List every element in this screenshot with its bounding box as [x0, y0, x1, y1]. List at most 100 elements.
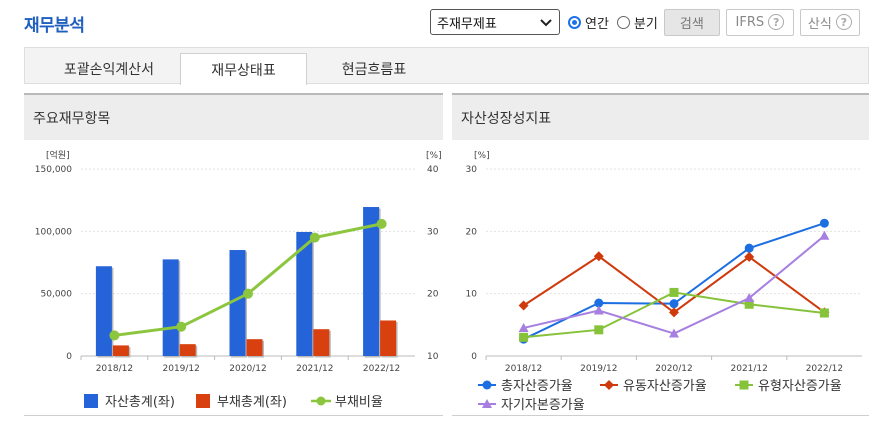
tab-balance-sheet[interactable]: 재무상태표	[180, 53, 307, 85]
legend-label: 자산총계(좌)	[105, 395, 175, 410]
y-tick: 20	[466, 227, 478, 237]
series-line	[523, 234, 826, 335]
point	[744, 293, 755, 303]
asset-growth-title: 자산성장성지표	[452, 95, 869, 140]
help-icon: ?	[835, 14, 852, 30]
point	[593, 251, 604, 262]
bar	[112, 345, 129, 356]
y-right-tick: 20	[427, 290, 439, 300]
point	[669, 287, 679, 297]
radio-quarter-dot[interactable]	[616, 15, 630, 29]
y-left-tick: 150,000	[35, 165, 72, 175]
series-line	[523, 222, 825, 341]
point	[109, 330, 120, 341]
bar	[246, 339, 263, 356]
y-tick: 30	[466, 165, 478, 175]
bar	[95, 266, 112, 356]
bar	[363, 207, 380, 356]
y-right-unit: [%]	[426, 151, 442, 161]
x-tick: 2019/12	[580, 364, 617, 374]
y-tick: 0	[471, 352, 477, 362]
legend-swatch	[482, 380, 492, 390]
point	[819, 230, 830, 240]
major-items-panel: 주요재무항목 [억원] [%] 0 50,000 100,000 150,000 10 20 3…	[24, 93, 443, 416]
x-tick: 2022/12	[806, 364, 843, 374]
legend-swatch	[739, 380, 749, 390]
y-tick: 10	[466, 290, 478, 300]
legend-label: 자기자본증가율	[501, 398, 585, 413]
radio-annual[interactable]: 연간	[568, 13, 609, 32]
tab-cash-flow[interactable]: 현금흐름표	[341, 61, 407, 78]
formula-label: 산식	[807, 16, 832, 32]
legend-swatch	[604, 380, 614, 390]
x-tick: 2018/12	[96, 364, 133, 374]
radio-quarter-label: 분기	[633, 16, 658, 32]
major-items-chart: [억원] [%] 0 50,000 100,000 150,000 10 20 30 40 2018…	[35, 149, 442, 410]
point	[309, 232, 320, 243]
point	[669, 307, 679, 318]
report-type-select[interactable]: 주재무제표	[430, 9, 560, 35]
legend-label: 부채비율	[335, 395, 383, 410]
bar	[313, 329, 330, 356]
search-button[interactable]: 검색	[663, 8, 720, 36]
y-right-tick: 10	[427, 352, 439, 362]
formula-button[interactable]: 산식 ?	[799, 8, 860, 36]
chevron-down-icon	[540, 19, 552, 27]
point	[243, 288, 253, 299]
y-right-tick: 30	[427, 227, 439, 237]
ifrs-button[interactable]: IFRS ?	[725, 8, 794, 36]
bar	[179, 344, 196, 356]
asset-growth-chart: [%] 0 10 20 30 2018/12 2019/12 2020/12 2021/12 20…	[466, 151, 862, 413]
legend-swatch	[196, 394, 210, 408]
legend-label: 부채총계(좌)	[217, 395, 287, 410]
legend-swatch	[316, 396, 326, 406]
major-items-title: 주요재무항목	[24, 95, 443, 140]
bar	[229, 250, 246, 356]
radio-quarter[interactable]: 분기	[616, 13, 658, 32]
point	[819, 218, 829, 228]
series-line-debt-ratio	[114, 222, 382, 337]
y-left-tick: 50,000	[41, 290, 73, 300]
legend-swatch	[84, 394, 98, 408]
asset-growth-panel: 자산성장성지표 [%] 0 10 20 30 2018/12 2019/12 2020/12 2…	[452, 93, 869, 416]
help-icon: ?	[768, 14, 785, 30]
toolbar: 주재무제표 연간 분기 검색 IFRS ? 산식 ?	[430, 8, 860, 36]
x-tick: 2021/12	[296, 364, 333, 374]
x-tick: 2020/12	[229, 364, 266, 374]
y-left-tick: 100,000	[35, 227, 72, 237]
tab-income-statement[interactable]: 포괄손익계산서	[63, 61, 155, 78]
legend-label: 유형자산증가율	[758, 379, 842, 394]
point	[518, 322, 529, 332]
y-unit: [%]	[474, 151, 490, 161]
point	[669, 328, 679, 338]
bar	[162, 259, 179, 356]
y-left-unit: [억원]	[46, 149, 70, 161]
point	[176, 321, 187, 332]
point	[594, 298, 604, 308]
bar	[380, 320, 397, 356]
x-tick: 2020/12	[655, 364, 692, 374]
point	[519, 332, 529, 342]
x-tick: 2019/12	[163, 364, 200, 374]
legend-swatch	[482, 399, 492, 408]
y-right-tick: 40	[427, 165, 439, 175]
point	[744, 299, 754, 309]
page-title: 재무분석	[24, 16, 85, 36]
x-tick: 2021/12	[731, 364, 768, 374]
x-tick: 2022/12	[363, 364, 400, 374]
ifrs-label: IFRS	[735, 14, 765, 30]
y-left-tick: 0	[66, 352, 72, 362]
x-tick: 2018/12	[505, 364, 542, 374]
point	[594, 325, 604, 335]
radio-annual-label: 연간	[585, 16, 609, 32]
bar	[296, 231, 313, 356]
legend-label: 총자산증가율	[501, 379, 573, 394]
statement-tabs: 포괄손익계산서 재무상태표 현금흐름표	[24, 47, 869, 85]
point	[819, 308, 829, 318]
radio-annual-dot[interactable]	[568, 15, 581, 29]
point	[376, 218, 387, 229]
point	[744, 243, 754, 253]
point	[518, 300, 529, 311]
point	[593, 305, 604, 315]
report-type-value: 주재무제표	[437, 16, 497, 32]
